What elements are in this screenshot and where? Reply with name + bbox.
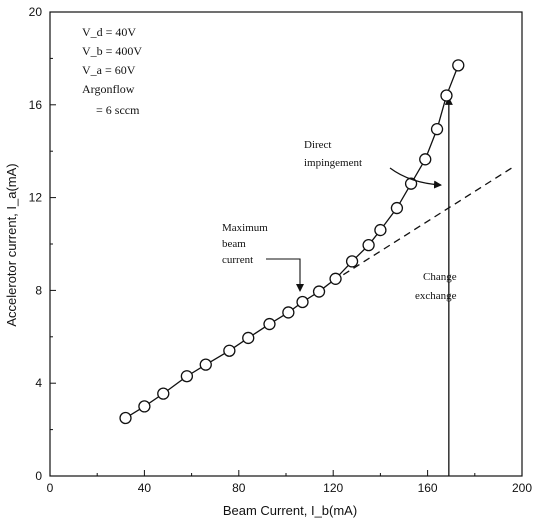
data-point [430,123,444,136]
x-axis-ticks: 0 40 80 120 160 200 [47,470,532,495]
data-point [312,285,326,298]
annot-max-line1: Maximum [222,222,268,234]
y-tick-label: 4 [35,376,42,390]
data-point [119,411,132,425]
y-tick-label: 12 [29,191,43,205]
data-point [180,370,194,383]
param-vb: V_b = 400V [82,44,142,58]
data-point [223,344,236,357]
y-tick-label: 0 [35,469,42,483]
data-point [296,295,309,309]
annot-max-line2: beam [222,238,246,250]
annotation-direct-impingement: Direct impingement [304,139,442,189]
data-point [390,201,404,215]
annotation-change-exchange: Change exchange [415,271,457,302]
data-point [138,400,151,413]
y-tick-label: 16 [29,98,43,112]
param-argon: Argonflow [82,82,135,96]
x-tick-label: 160 [418,481,438,495]
annotation-max-beam-current: Maximum beam current [222,222,304,292]
y-tick-label: 20 [29,5,43,19]
data-point [374,223,387,237]
param-va: V_a = 60V [82,63,136,77]
data-point [157,387,170,400]
data-point [362,239,375,252]
data-point [263,317,276,331]
data-point [329,272,342,285]
x-axis-title: Beam Current, I_b(mA) [223,503,357,518]
data-point [242,331,255,345]
x-tick-label: 80 [232,481,246,495]
data-point [199,358,212,371]
annot-direct-line2: impingement [304,157,362,169]
data-point [452,59,465,72]
y-axis-ticks: 0 4 8 12 16 20 [29,5,56,483]
data-point [282,306,295,319]
x-tick-label: 120 [323,481,343,495]
data-point [404,177,418,190]
data-point [345,255,359,268]
extrapolation-dashed-line [332,166,513,282]
max-beam-current-arrow [266,258,304,292]
parameters-block: V_d = 40V V_b = 400V V_a = 60V Argonflow… [82,25,142,117]
x-tick-label: 200 [512,481,532,495]
x-tick-label: 0 [47,481,54,495]
data-markers [119,59,465,425]
param-flow: = 6 sccm [96,103,140,117]
annot-direct-line1: Direct [304,139,331,151]
annot-change-line2: exchange [415,290,457,302]
annot-change-line1: Change [423,271,457,283]
data-series-line [125,65,459,419]
y-axis-title: Accelerotor current, I_a(mA) [4,163,19,326]
direct-impingement-arrow [389,167,442,189]
annot-max-line3: current [222,254,253,266]
param-vd: V_d = 40V [82,25,136,39]
x-tick-label: 40 [138,481,152,495]
data-point [440,89,453,102]
y-tick-label: 8 [35,283,42,297]
data-point [419,153,432,166]
